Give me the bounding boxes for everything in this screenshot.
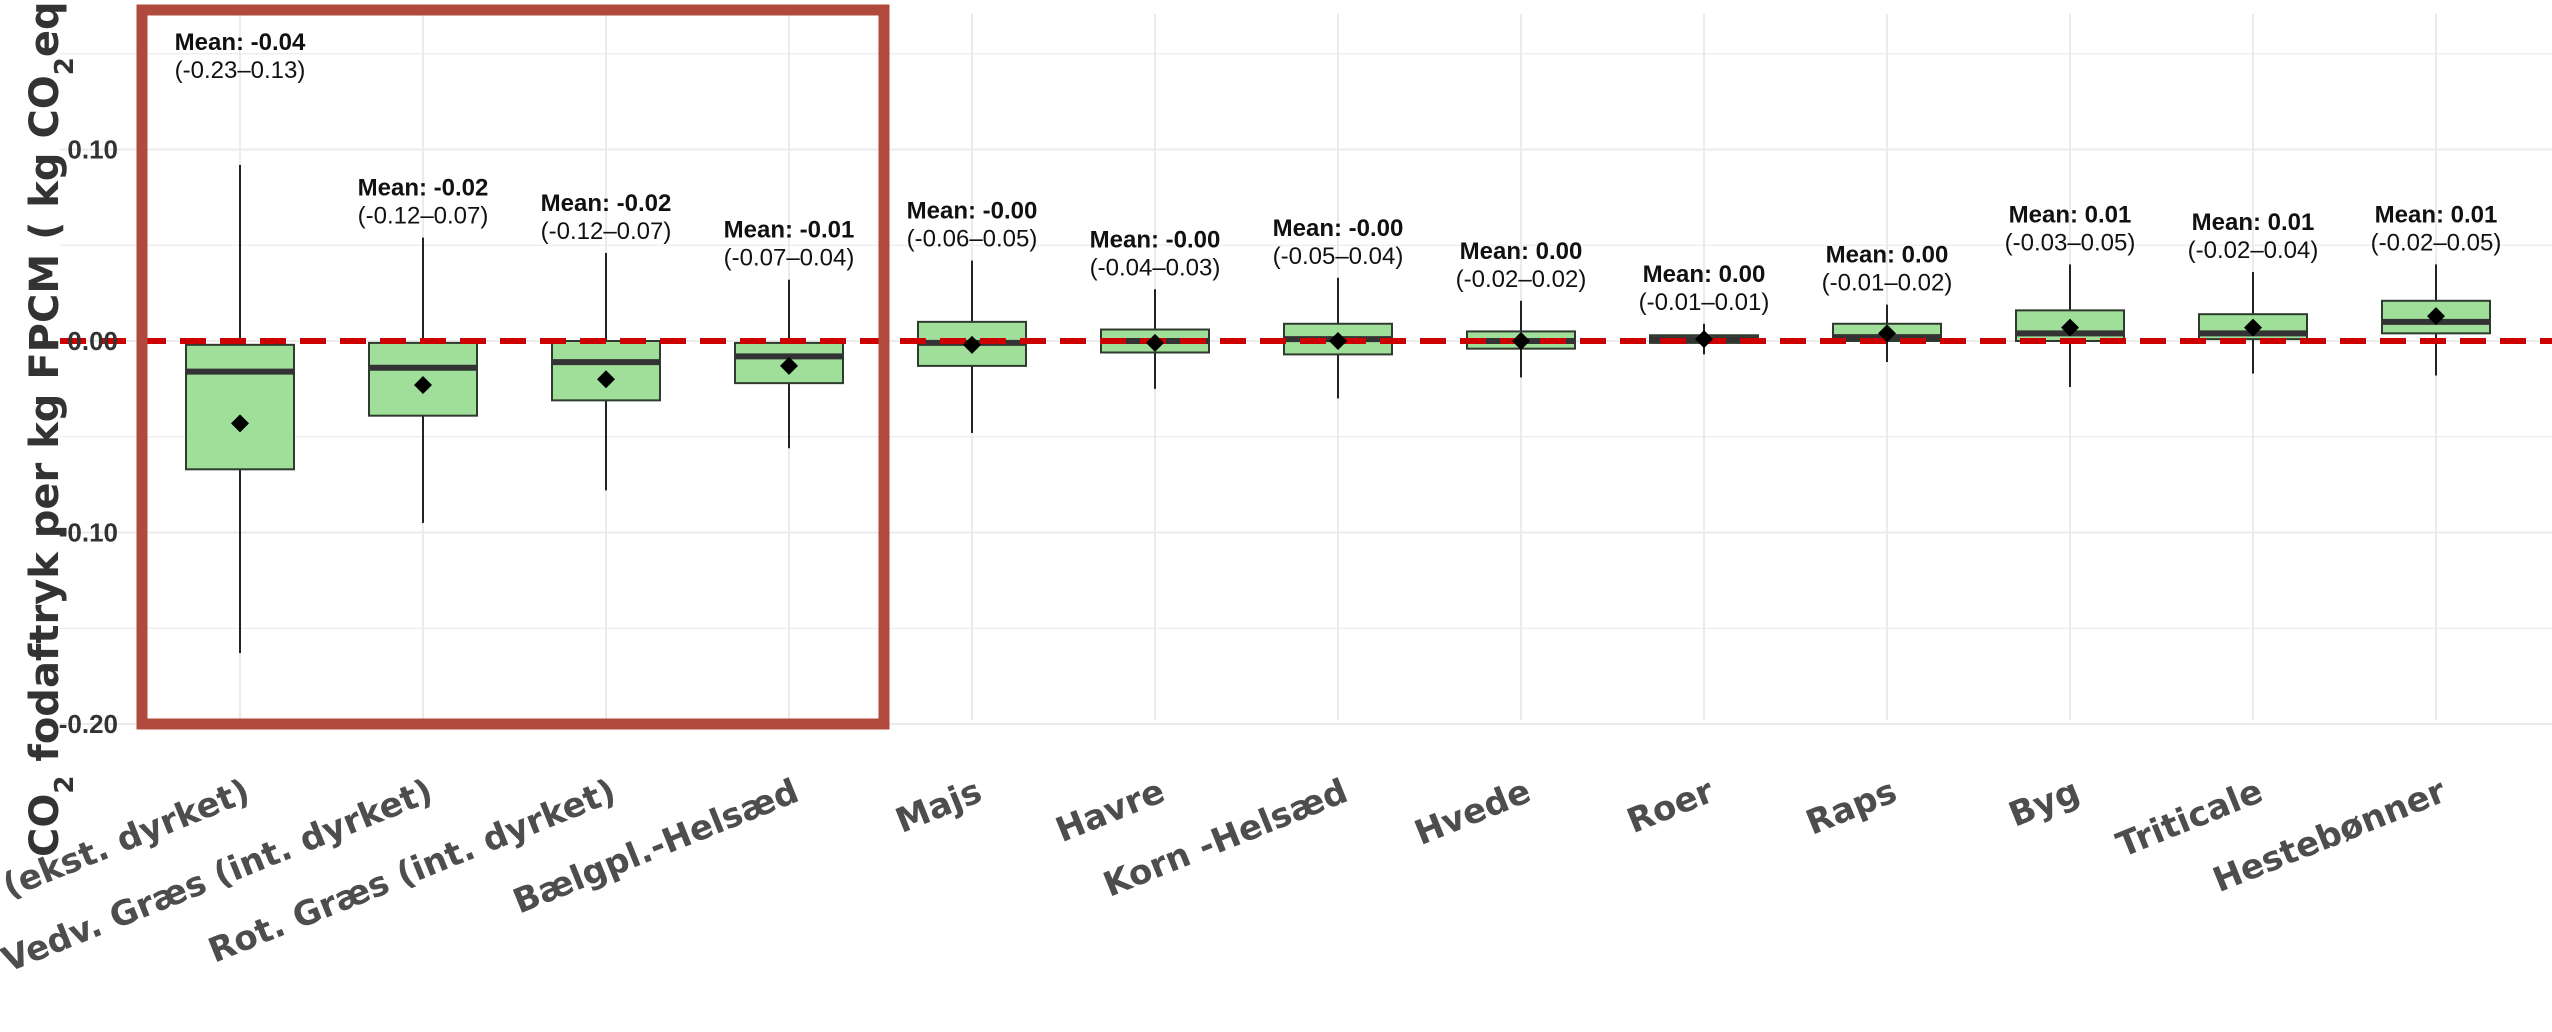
mean-label: Mean: 0.01 bbox=[2192, 209, 2315, 236]
ci-label: (-0.05–0.04) bbox=[1273, 243, 1404, 270]
mean-marker bbox=[2061, 318, 2079, 337]
y-axis-title-part: CO bbox=[22, 794, 68, 857]
ci-label: (-0.02–0.02) bbox=[1456, 266, 1587, 293]
x-axis-ticks: Vedv. Græs (ekst. dyrket)Vedv. Græs (int… bbox=[0, 771, 2452, 992]
box bbox=[368, 341, 478, 417]
mean-marker bbox=[780, 356, 798, 375]
mean-marker bbox=[1329, 332, 1347, 350]
ci-label: (-0.06–0.05) bbox=[907, 226, 1038, 253]
mean-marker bbox=[1878, 324, 1896, 343]
mean-marker bbox=[231, 414, 249, 433]
mean-marker bbox=[1512, 332, 1530, 350]
ci-label: (-0.07–0.04) bbox=[724, 245, 855, 272]
box-group bbox=[185, 164, 295, 654]
mean-label: Mean: -0.00 bbox=[1273, 215, 1404, 242]
mean-marker bbox=[414, 376, 432, 395]
mean-marker bbox=[963, 335, 981, 354]
y-tick-label: -0.10 bbox=[59, 518, 118, 548]
ci-label: (-0.02–0.05) bbox=[2371, 229, 2502, 256]
y-tick-label: -0.20 bbox=[59, 709, 118, 739]
mean-label: Mean: -0.02 bbox=[541, 190, 672, 217]
x-tick-label: Havre bbox=[1050, 771, 1170, 851]
ci-label: (-0.03–0.05) bbox=[2005, 229, 2136, 256]
mean-label: Mean: -0.01 bbox=[724, 217, 855, 244]
box bbox=[185, 343, 295, 471]
mean-label: Mean: 0.01 bbox=[2375, 201, 2498, 228]
highlight-frame bbox=[136, 4, 890, 730]
y-tick-label: 0.10 bbox=[67, 135, 118, 165]
ci-label: (-0.23–0.13) bbox=[175, 57, 306, 84]
mean-marker bbox=[1146, 333, 1164, 352]
x-tick-label: Byg bbox=[2003, 771, 2085, 835]
mean-labels: Mean: -0.04(-0.23–0.13)Mean: -0.02(-0.12… bbox=[175, 29, 2502, 316]
mean-label: Mean: -0.04 bbox=[175, 29, 306, 56]
mean-label: Mean: -0.02 bbox=[358, 175, 489, 202]
box-group bbox=[368, 237, 478, 523]
y-axis-title-subscript: 2 bbox=[50, 57, 80, 75]
ci-label: (-0.12–0.07) bbox=[358, 203, 489, 230]
y-axis-title: CO2 fodaftryk per kg FPCM ( kg CO2eq) bbox=[22, 0, 80, 857]
box-series bbox=[185, 164, 2491, 654]
mean-label: Mean: -0.00 bbox=[907, 198, 1038, 225]
mean-label: Mean: 0.00 bbox=[1460, 238, 1583, 265]
mean-marker bbox=[2244, 318, 2262, 337]
y-tick-label: 0.00 bbox=[67, 326, 118, 356]
x-tick-label: Raps bbox=[1801, 771, 1903, 843]
mean-label: Mean: -0.00 bbox=[1090, 226, 1221, 253]
mean-label: Mean: 0.00 bbox=[1643, 261, 1766, 288]
mean-marker bbox=[597, 370, 615, 389]
x-tick-label: Hvede bbox=[1409, 771, 1536, 853]
x-tick-label: Roer bbox=[1622, 771, 1720, 842]
y-axis-title-subscript: 2 bbox=[50, 776, 80, 794]
y-axis-title-part: fodaftryk per kg FPCM ( kg CO bbox=[22, 75, 68, 775]
y-axis-title-part: eq) bbox=[22, 0, 68, 57]
mean-marker bbox=[1695, 330, 1713, 349]
mean-label: Mean: 0.00 bbox=[1826, 242, 1949, 269]
y-axis-ticks: 0.10 0.00 -0.10 -0.20 bbox=[59, 135, 118, 740]
x-tick-label: Majs bbox=[890, 771, 987, 841]
ci-label: (-0.12–0.07) bbox=[541, 218, 672, 245]
ci-label: (-0.02–0.04) bbox=[2188, 237, 2319, 264]
mean-marker bbox=[2427, 307, 2445, 326]
ci-label: (-0.04–0.03) bbox=[1090, 254, 1221, 281]
mean-label: Mean: 0.01 bbox=[2009, 201, 2132, 228]
zero-reference-layer bbox=[60, 307, 2552, 433]
ci-label: (-0.01–0.01) bbox=[1639, 289, 1770, 316]
ci-label: (-0.01–0.02) bbox=[1822, 270, 1953, 297]
